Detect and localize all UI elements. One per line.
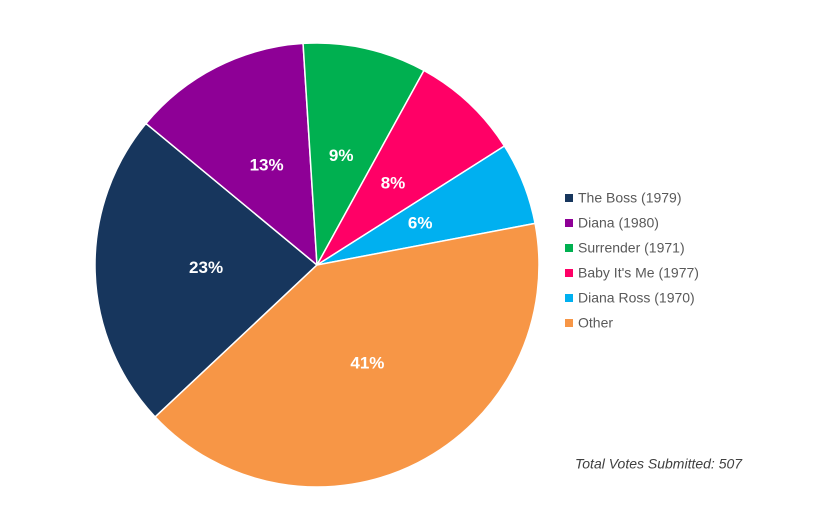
annotation: Total Votes Submitted: 507 (575, 456, 743, 472)
pie (94, 42, 540, 488)
pie-slice (316, 69, 506, 266)
pie-slice (154, 222, 540, 488)
legend-label: The Boss (1979) (578, 190, 682, 206)
data-label: 41% (350, 353, 384, 372)
legend-swatch (565, 269, 573, 277)
legend-swatch (565, 319, 573, 327)
legend-label: Diana (1980) (578, 215, 659, 231)
legend-swatch (565, 244, 573, 252)
data-label: 13% (250, 156, 284, 175)
legend-label: Baby It's Me (1977) (578, 265, 699, 281)
legend-label: Other (578, 315, 613, 331)
pie-slice (302, 42, 425, 268)
legend-label: Diana Ross (1970) (578, 290, 695, 306)
legend-swatch (565, 219, 573, 227)
pie-slice (144, 42, 318, 267)
legend-swatch (565, 294, 573, 302)
data-label: 8% (381, 174, 406, 193)
data-label: 23% (189, 258, 223, 277)
data-label: 6% (408, 214, 433, 233)
legend-swatch (565, 194, 573, 202)
data-label: 9% (329, 146, 354, 165)
pie-slice (94, 122, 319, 419)
legend-label: Surrender (1971) (578, 240, 685, 256)
